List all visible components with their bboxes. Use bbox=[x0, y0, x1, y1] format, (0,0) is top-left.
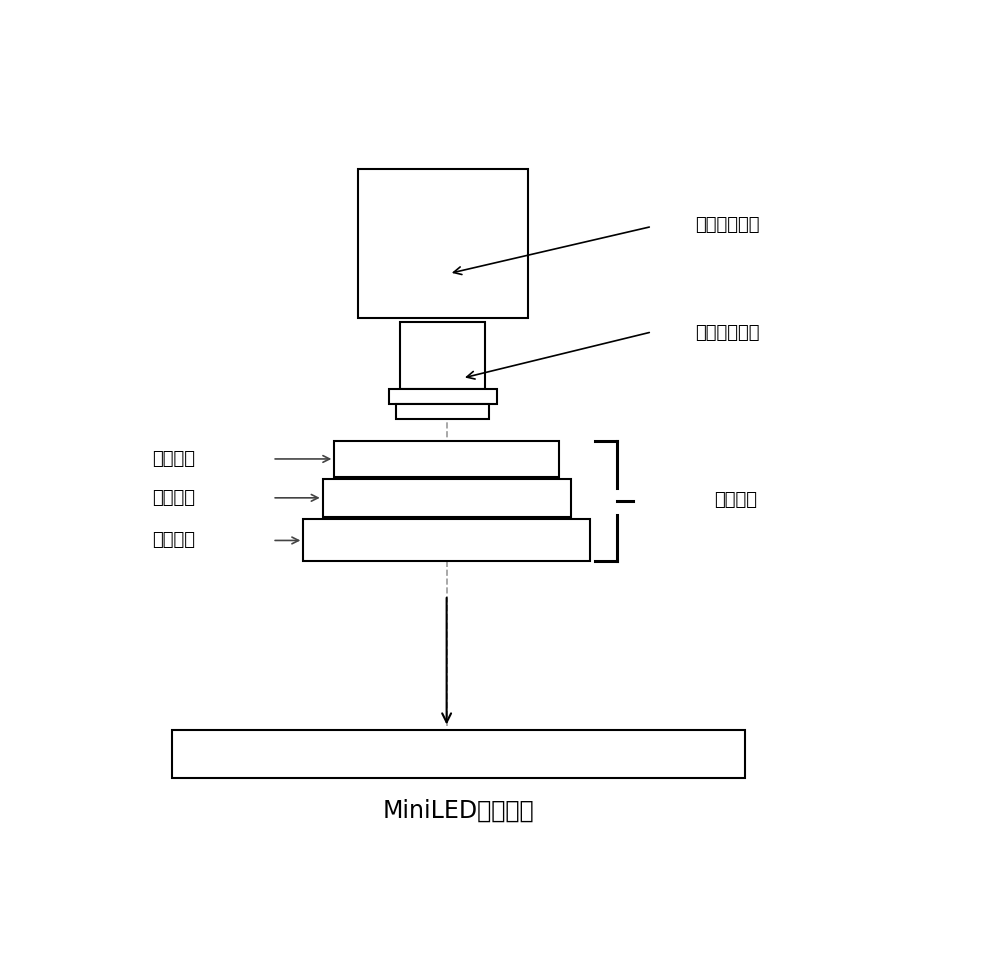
Bar bbox=[303, 519, 590, 561]
Bar bbox=[358, 169, 528, 318]
Text: 工业相机镜头: 工业相机镜头 bbox=[695, 324, 759, 343]
Text: 环形光源: 环形光源 bbox=[714, 491, 757, 509]
Text: 綠色光源: 綠色光源 bbox=[152, 488, 195, 507]
Text: 蓝色光源: 蓝色光源 bbox=[152, 531, 195, 550]
Bar bbox=[323, 479, 571, 517]
Text: 红色光源: 红色光源 bbox=[152, 450, 195, 468]
Text: MiniLED背光面板: MiniLED背光面板 bbox=[382, 798, 534, 822]
Bar bbox=[172, 729, 745, 778]
Text: 面阵工业相机: 面阵工业相机 bbox=[695, 216, 759, 234]
Bar bbox=[396, 404, 489, 419]
Bar bbox=[400, 322, 485, 389]
Bar bbox=[334, 441, 559, 477]
Bar bbox=[388, 389, 497, 404]
